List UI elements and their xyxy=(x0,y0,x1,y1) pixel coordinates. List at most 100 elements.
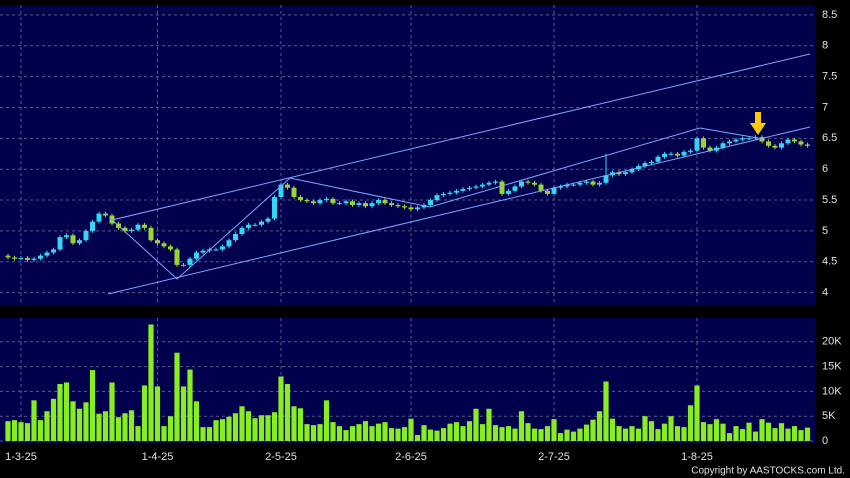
candle-body xyxy=(759,137,765,142)
volume-bar xyxy=(590,419,596,441)
arrow-marker xyxy=(750,112,766,135)
candle-body xyxy=(363,203,368,207)
candle-body xyxy=(44,252,50,256)
y-tick-label: 6.5 xyxy=(822,132,837,144)
y-tick-label: 8.5 xyxy=(822,9,837,21)
volume-bar xyxy=(115,417,122,441)
volume-bar xyxy=(161,426,167,441)
volume-bar xyxy=(726,433,733,441)
volume-bar xyxy=(109,382,115,441)
y-tick-label: 0 xyxy=(822,435,828,447)
candle-body xyxy=(38,255,43,259)
y-tick-label: 20K xyxy=(822,336,842,348)
volume-bar xyxy=(642,416,648,441)
candle-body xyxy=(798,141,804,145)
volume-bar xyxy=(447,423,453,441)
arrow-head xyxy=(750,123,766,135)
volume-bar xyxy=(167,416,174,441)
candle-body xyxy=(746,138,752,140)
volume-bar xyxy=(609,418,616,441)
candle-body xyxy=(213,249,219,251)
volume-bar xyxy=(206,427,213,441)
candle-body xyxy=(90,221,95,231)
volume-bar xyxy=(551,419,557,441)
trend-mid xyxy=(429,127,701,208)
candle-body xyxy=(603,175,609,183)
candle-body xyxy=(538,184,544,191)
volume-bar xyxy=(687,405,694,441)
volume-bar xyxy=(473,408,479,441)
y-tick-label: 8 xyxy=(822,40,828,52)
x-tick-label: 2-6-25 xyxy=(395,451,427,463)
candle-body xyxy=(499,181,505,194)
candle-body xyxy=(493,181,498,183)
volume-bar xyxy=(330,422,336,441)
candle-body xyxy=(805,144,810,146)
volume-bar xyxy=(733,426,739,441)
candle-body xyxy=(402,206,407,208)
volume-bar xyxy=(479,424,486,441)
candle-body xyxy=(31,258,37,260)
candle-body xyxy=(382,200,388,204)
volume-bar xyxy=(752,431,759,441)
volume-bar xyxy=(388,428,395,441)
volume-bar xyxy=(765,422,772,441)
candle-body xyxy=(174,249,180,265)
volume-bar xyxy=(304,424,310,441)
candle-body xyxy=(330,198,336,204)
candle-body xyxy=(142,224,147,228)
volume-bar xyxy=(213,420,219,441)
volume-bar xyxy=(778,423,785,441)
candle-body xyxy=(616,172,622,175)
volume-bar xyxy=(323,400,330,441)
volume-bar xyxy=(655,429,661,441)
volume-bar xyxy=(11,420,18,441)
volume-bar xyxy=(414,435,421,441)
candle-body xyxy=(265,218,271,222)
volume-bar xyxy=(382,422,388,441)
candle-body xyxy=(701,138,706,148)
volume-bar xyxy=(193,401,200,441)
volume-bar xyxy=(96,413,102,441)
y-tick-label: 6 xyxy=(822,163,828,175)
candle-body xyxy=(304,200,310,202)
arrow-shaft xyxy=(755,112,761,124)
candle-body xyxy=(779,143,784,148)
candle-body xyxy=(649,161,654,164)
candle-body xyxy=(83,230,89,241)
volume-bar xyxy=(505,426,512,441)
volume-bar xyxy=(804,427,811,441)
volume-bar xyxy=(401,427,408,441)
volume-bar xyxy=(707,424,713,441)
volume-bar xyxy=(122,413,128,441)
volume-bar xyxy=(76,408,83,441)
volume-bar xyxy=(408,418,414,441)
volume-bar xyxy=(128,410,135,441)
y-tick-label: 4.5 xyxy=(822,256,837,268)
volume-bar xyxy=(492,425,499,441)
volume-bar xyxy=(18,422,24,441)
candle-body xyxy=(278,184,284,197)
volume-bar xyxy=(421,425,427,441)
volume-bar xyxy=(174,352,180,441)
candle-body xyxy=(415,207,420,210)
candle-body xyxy=(408,207,414,210)
volume-bar xyxy=(694,385,700,441)
x-tick-label: 2-7-25 xyxy=(538,451,570,463)
candle-body xyxy=(473,186,479,188)
channel-lower xyxy=(107,126,811,295)
x-tick-label: 1-3-25 xyxy=(5,451,37,463)
candle-body xyxy=(246,224,251,228)
volume-bar xyxy=(596,411,603,441)
volume-bar xyxy=(557,433,564,441)
volume-bar xyxy=(297,408,304,441)
candle-body xyxy=(642,163,648,167)
y-tick-label: 4 xyxy=(822,287,828,299)
volume-bar xyxy=(486,408,492,441)
channel-upper xyxy=(111,53,811,221)
candle-body xyxy=(395,205,401,207)
volume-bar xyxy=(544,426,551,441)
candle-body xyxy=(285,184,290,188)
volume-bar xyxy=(232,413,239,441)
